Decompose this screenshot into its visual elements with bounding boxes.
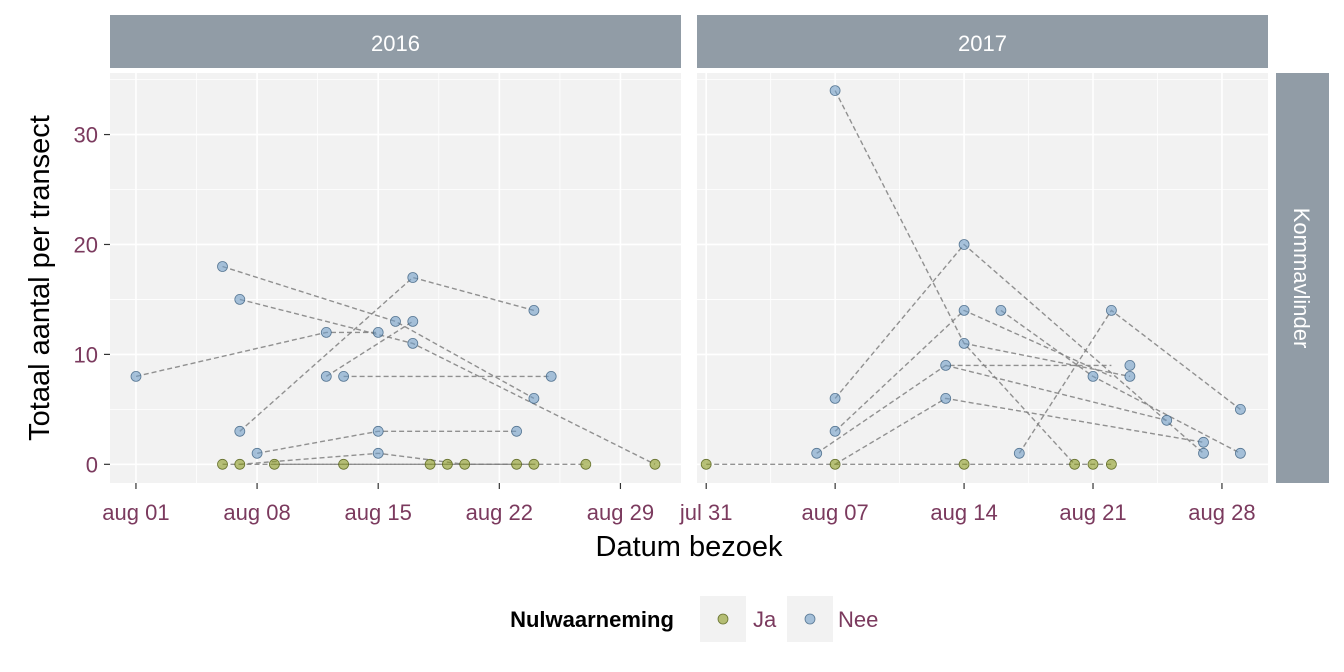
data-point-2017-17	[1198, 447, 1209, 459]
data-point-2017-12	[1106, 304, 1117, 316]
data-point-2016-11	[390, 315, 401, 327]
legend-marker-nee	[804, 613, 816, 625]
x-tick-label: aug 29	[587, 500, 654, 525]
data-point-2016-2	[234, 293, 246, 305]
x-tick-label: aug 28	[1188, 500, 1255, 525]
series-line-2017-9	[945, 364, 1167, 421]
data-point-2017-0	[829, 85, 841, 96]
data-point-2016-24	[441, 458, 453, 470]
x-tick-label: aug 14	[930, 500, 997, 525]
data-point-2017-15	[1161, 414, 1173, 426]
data-point-2017-13	[1124, 359, 1136, 371]
data-point-2017-14	[1124, 370, 1136, 382]
x-tick-label: aug 08	[223, 500, 290, 525]
data-point-2016-27	[528, 458, 540, 470]
data-point-2017-19	[1235, 447, 1246, 459]
x-tick-label: aug 07	[801, 500, 868, 525]
strip-2017	[697, 15, 1268, 68]
data-point-2016-19	[217, 458, 228, 470]
data-point-2016-22	[338, 458, 350, 470]
x-tick-label: aug 15	[345, 500, 412, 525]
data-point-2016-28	[580, 458, 592, 470]
data-point-2017-23	[1069, 458, 1080, 470]
data-point-2016-8	[372, 326, 384, 338]
data-point-2017-1	[829, 392, 841, 404]
data-point-2017-4	[940, 359, 952, 371]
data-point-2017-6	[958, 239, 970, 250]
data-point-2016-1	[217, 261, 228, 272]
data-point-2017-21	[829, 458, 841, 470]
data-point-2016-10	[372, 447, 384, 459]
data-point-2017-5	[940, 392, 952, 404]
data-point-2016-0	[130, 370, 142, 382]
data-point-2017-10	[1013, 447, 1025, 459]
panel-2016-background	[110, 73, 681, 483]
data-point-2016-16	[528, 304, 540, 316]
data-point-2016-15	[511, 425, 522, 437]
y-tick-label: 10	[74, 342, 98, 367]
legend-marker-ja	[717, 613, 729, 625]
strip-2016-label: 2016	[371, 31, 420, 56]
data-point-2016-21	[268, 458, 280, 470]
data-points	[130, 85, 1246, 470]
data-point-2017-8	[958, 337, 970, 349]
data-point-2016-23	[424, 458, 436, 470]
data-point-2016-5	[320, 326, 332, 338]
series-line-2017-8	[963, 342, 1131, 378]
x-tick-label: aug 01	[102, 500, 169, 525]
axes: aug 01 aug 08 aug 15 aug 22 aug 29 jul 31 aug …	[74, 123, 1256, 525]
data-point-2017-3	[811, 447, 823, 459]
y-tick-label: 20	[74, 232, 98, 257]
y-tick-label: 30	[74, 123, 98, 148]
legend-title: Nulwaarneming	[510, 607, 674, 632]
series-line-2016-1	[222, 265, 535, 400]
data-point-2016-4	[251, 447, 263, 459]
data-point-2016-12	[407, 272, 419, 283]
data-point-2016-14	[407, 337, 419, 349]
y-tick-label: 0	[86, 452, 98, 477]
data-point-2016-26	[511, 458, 522, 470]
data-point-2017-18	[1235, 403, 1246, 415]
y-axis-title: Totaal aantal per transect	[24, 115, 56, 441]
x-tick-label: aug 22	[466, 500, 533, 525]
data-point-2016-17	[528, 392, 540, 404]
data-point-2017-7	[958, 304, 970, 316]
data-point-2017-24	[1087, 458, 1099, 470]
x-tick-label: jul 31	[679, 500, 733, 525]
row-strip	[1276, 73, 1329, 483]
data-point-2016-7	[338, 370, 350, 382]
data-point-2016-25	[459, 458, 471, 470]
legend-label-ja: Ja	[753, 607, 777, 632]
strip-2017-label: 2017	[958, 31, 1007, 56]
legend-label-nee: Nee	[838, 607, 878, 632]
data-point-2017-22	[958, 458, 970, 470]
strip-2016	[110, 15, 681, 68]
data-point-2017-11	[1087, 370, 1099, 382]
grid-lines	[110, 73, 1268, 483]
data-point-2016-6	[320, 370, 332, 382]
data-point-2016-13	[407, 315, 419, 327]
data-point-2017-16	[1198, 436, 1209, 448]
x-tick-label: aug 21	[1059, 500, 1126, 525]
panel-2017-background	[697, 73, 1268, 483]
series-line-2016-4	[325, 320, 414, 377]
data-point-2017-2	[829, 425, 841, 437]
data-point-2016-20	[234, 458, 246, 470]
data-point-2017-20	[700, 458, 712, 470]
data-point-2016-3	[234, 425, 246, 437]
legend: Nulwaarneming Ja Nee	[510, 596, 878, 642]
data-point-2016-18	[545, 370, 557, 382]
data-point-2016-9	[372, 425, 384, 437]
data-point-2017-9	[995, 304, 1007, 316]
x-axis-title: Datum bezoek	[596, 531, 783, 563]
data-point-2017-25	[1106, 458, 1117, 470]
row-strip-label: Kommavlinder	[1289, 208, 1314, 349]
data-point-2016-29	[649, 458, 661, 470]
series-line-2016-3	[239, 276, 535, 432]
